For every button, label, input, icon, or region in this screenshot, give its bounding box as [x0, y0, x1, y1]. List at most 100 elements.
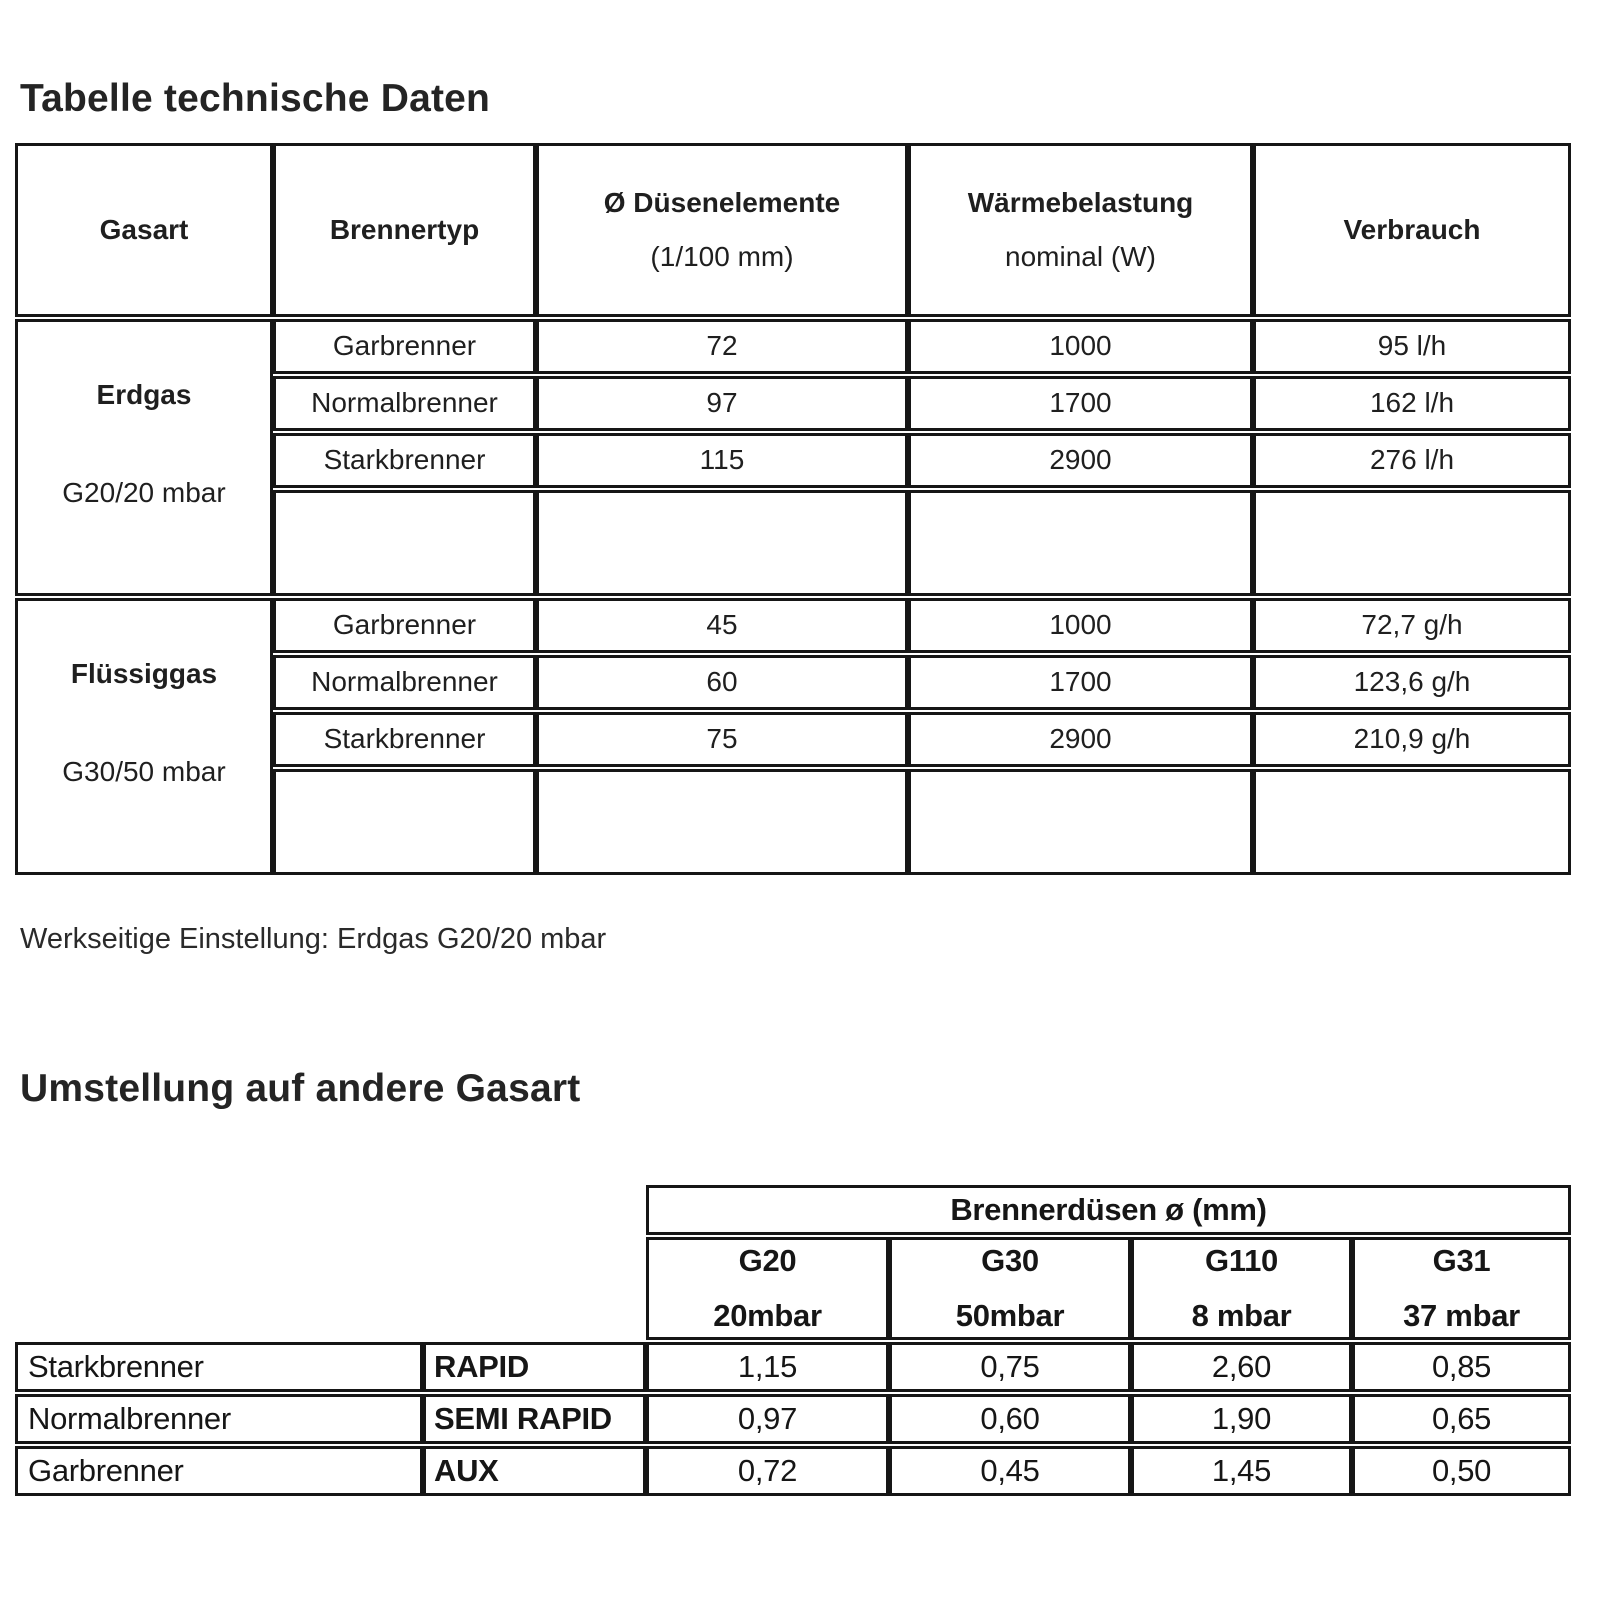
cell-value: 0,45: [889, 1445, 1131, 1496]
table-row-empty: [15, 768, 1571, 875]
cell-consumption: 210,9 g/h: [1253, 711, 1571, 767]
col-header-waermebelastung: Wärmebelastung nominal (W): [908, 142, 1253, 317]
gas-col-g20: G20 20mbar: [646, 1236, 889, 1340]
table2-gas-columns-row: G20 20mbar G30 50mbar G110 8 mbar G31 37…: [15, 1236, 1572, 1340]
gas-col-pressure: 8 mbar: [1191, 1297, 1292, 1333]
cell-heat: [908, 768, 1253, 875]
cell-nozzle: 60: [536, 654, 908, 710]
cell-consumption: 95 l/h: [1253, 318, 1571, 374]
cell-value: 0,85: [1352, 1341, 1572, 1392]
gas-pressure: G20/20 mbar: [62, 477, 226, 509]
cell-value: 1,45: [1131, 1445, 1352, 1496]
conversion-table: Brennerdüsen ø (mm) G20 20mbar G30 50mba…: [15, 1183, 1572, 1498]
spacer-cell: [15, 1237, 646, 1340]
cell-burner: Starkbrenner: [273, 711, 536, 767]
factory-setting-note: Werkseitige Einstellung: Erdgas G20/20 m…: [20, 922, 607, 955]
cell-heat: 1700: [908, 375, 1253, 431]
table1-header-row: Gasart Brennertyp Ø Düsenelemente (1/100…: [15, 142, 1571, 317]
cell-consumption: 276 l/h: [1253, 432, 1571, 488]
table-row: Garbrenner AUX 0,72 0,45 1,45 0,50: [15, 1445, 1572, 1496]
table-row: Starkbrenner 75 2900 210,9 g/h: [15, 711, 1571, 767]
cell-consumption: [1253, 768, 1571, 875]
gas-section-erdgas: Erdgas G20/20 mbar: [15, 318, 273, 596]
cell-burner: Normalbrenner: [15, 1393, 423, 1444]
cell-value: 0,97: [646, 1393, 889, 1444]
col-header-duesenelemente: Ø Düsenelemente (1/100 mm): [536, 142, 908, 317]
cell-burner: Starkbrenner: [273, 432, 536, 488]
cell-burner-type: AUX: [423, 1445, 646, 1496]
cell-nozzle: 45: [536, 597, 908, 653]
col-header-verbrauch: Verbrauch: [1253, 142, 1571, 317]
cell-burner: Garbrenner: [273, 597, 536, 653]
gas-col-name: G30: [981, 1242, 1039, 1278]
table-row: Normalbrenner SEMI RAPID 0,97 0,60 1,90 …: [15, 1393, 1572, 1444]
gas-col-pressure: 20mbar: [713, 1297, 822, 1333]
cell-consumption: 162 l/h: [1253, 375, 1571, 431]
cell-nozzle: [536, 768, 908, 875]
technical-data-table: Gasart Brennertyp Ø Düsenelemente (1/100…: [15, 141, 1571, 877]
cell-value: 0,60: [889, 1393, 1131, 1444]
header-label: Ø Düsenelemente: [603, 186, 841, 218]
table-row: Starkbrenner 115 2900 276 l/h: [15, 432, 1571, 488]
cell-burner: Normalbrenner: [273, 654, 536, 710]
gas-section-fluessiggas: Flüssiggas G30/50 mbar: [15, 597, 273, 875]
cell-burner: Garbrenner: [273, 318, 536, 374]
table-row: Normalbrenner 60 1700 123,6 g/h: [15, 654, 1571, 710]
cell-burner: Normalbrenner: [273, 375, 536, 431]
gas-col-name: G20: [738, 1242, 797, 1278]
header-sublabel: nominal (W): [1005, 240, 1156, 272]
gas-name: Flüssiggas: [70, 658, 218, 690]
cell-burner-type: SEMI RAPID: [423, 1393, 646, 1444]
cell-burner: [273, 489, 536, 596]
cell-heat: [908, 489, 1253, 596]
gas-col-pressure: 50mbar: [955, 1297, 1065, 1333]
gas-col-g30: G30 50mbar: [889, 1236, 1131, 1340]
cell-nozzle: 75: [536, 711, 908, 767]
cell-heat: 2900: [908, 711, 1253, 767]
cell-nozzle: 72: [536, 318, 908, 374]
cell-nozzle: [536, 489, 908, 596]
header-label: Brennertyp: [329, 213, 480, 245]
col-header-gasart: Gasart: [15, 142, 273, 317]
cell-value: 0,50: [1352, 1445, 1572, 1496]
cell-value: 0,75: [889, 1341, 1131, 1392]
cell-value: 0,72: [646, 1445, 889, 1496]
header-sublabel: (1/100 mm): [650, 240, 794, 272]
cell-heat: 2900: [908, 432, 1253, 488]
cell-consumption: [1253, 489, 1571, 596]
cell-burner: Starkbrenner: [15, 1341, 423, 1392]
header-label: Gasart: [99, 213, 189, 245]
section1-title: Tabelle technische Daten: [20, 77, 491, 120]
header-label: Verbrauch: [1343, 213, 1481, 245]
cell-value: 1,15: [646, 1341, 889, 1392]
cell-consumption: 72,7 g/h: [1253, 597, 1571, 653]
table-row: Erdgas G20/20 mbar Garbrenner 72 1000 95…: [15, 318, 1571, 596]
gas-name: Erdgas: [96, 379, 192, 411]
gas-col-name: G110: [1205, 1242, 1278, 1278]
cell-heat: 1700: [908, 654, 1253, 710]
cell-burner-type: RAPID: [423, 1341, 646, 1392]
cell-heat: 1000: [908, 318, 1253, 374]
cell-value: 0,65: [1352, 1393, 1572, 1444]
table-row: Starkbrenner RAPID 1,15 0,75 2,60 0,85: [15, 1341, 1572, 1392]
spacer-cell: [15, 1185, 646, 1235]
table2-group-header-row: Brennerdüsen ø (mm): [15, 1184, 1572, 1235]
table-row: Normalbrenner 97 1700 162 l/h: [15, 375, 1571, 431]
header-label: Wärmebelastung: [967, 186, 1194, 218]
table-row-empty: [15, 489, 1571, 596]
cell-burner: [273, 768, 536, 875]
cell-burner: Garbrenner: [15, 1445, 423, 1496]
cell-value: 1,90: [1131, 1393, 1352, 1444]
gas-col-g31: G31 37 mbar: [1352, 1236, 1572, 1340]
cell-heat: 1000: [908, 597, 1253, 653]
gas-col-name: G31: [1432, 1242, 1491, 1278]
gas-col-pressure: 37 mbar: [1403, 1297, 1520, 1333]
group-header-brennerduesen: Brennerdüsen ø (mm): [646, 1184, 1572, 1235]
cell-consumption: 123,6 g/h: [1253, 654, 1571, 710]
cell-nozzle: 115: [536, 432, 908, 488]
cell-nozzle: 97: [536, 375, 908, 431]
section2-title: Umstellung auf andere Gasart: [20, 1066, 581, 1110]
col-header-brennertyp: Brennertyp: [273, 142, 536, 317]
cell-value: 2,60: [1131, 1341, 1352, 1392]
